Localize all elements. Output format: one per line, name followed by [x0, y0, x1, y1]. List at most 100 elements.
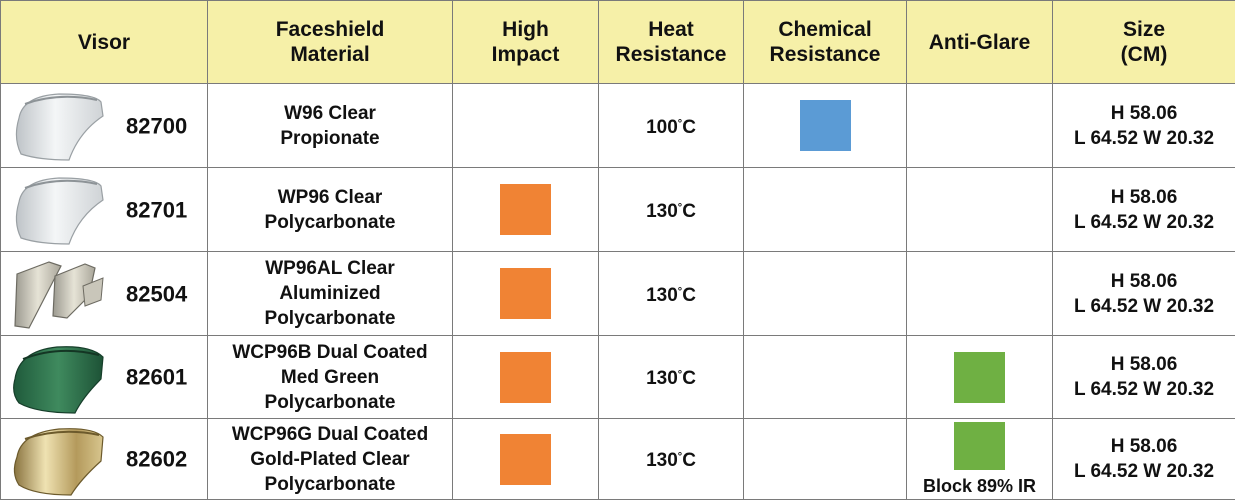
heat-value: 130: [646, 285, 678, 306]
chemical-cell: [744, 252, 907, 336]
material-line: Polycarbonate: [265, 474, 396, 495]
heat-unit: C: [682, 285, 696, 306]
heat-unit: C: [682, 450, 696, 471]
material-line: Polycarbonate: [265, 392, 396, 413]
visor-cell: 82700: [1, 84, 208, 168]
material-line: Med Green: [281, 367, 379, 388]
material-cell: W96 Clear Propionate: [208, 84, 453, 168]
header-visor-label: Visor: [78, 31, 130, 54]
high-impact-marker: [500, 352, 551, 403]
material-line: WCP96B Dual Coated: [232, 342, 427, 363]
heat-value: 130: [646, 368, 678, 389]
high-impact-marker: [500, 184, 551, 235]
anti-glare-note: Block 89% IR: [923, 476, 1036, 496]
anti-glare-cell: [907, 336, 1053, 419]
visor-cell: 82602: [1, 419, 208, 500]
anti-glare-marker: [954, 422, 1005, 470]
visor-cell: 82701: [1, 168, 208, 252]
heat-cell: 130°C: [599, 168, 744, 252]
high-impact-cell: [453, 336, 599, 419]
high-impact-cell: [453, 84, 599, 168]
chemical-cell: [744, 168, 907, 252]
header-antiglare: Anti-Glare: [907, 1, 1053, 84]
heat-unit: C: [682, 368, 696, 389]
aluminized-visor-image: [9, 256, 107, 332]
chemical-cell: [744, 336, 907, 419]
visor-cell: 82504: [1, 252, 208, 336]
high-impact-marker: [500, 434, 551, 485]
size-height: H 58.06: [1053, 352, 1235, 377]
visor-code: 82701: [126, 197, 187, 222]
high-impact-cell: [453, 419, 599, 500]
heat-value: 130: [646, 201, 678, 222]
visor-code: 82601: [126, 365, 187, 390]
size-height: H 58.06: [1053, 185, 1235, 210]
anti-glare-cell: [907, 168, 1053, 252]
material-cell: WCP96G Dual Coated Gold-Plated Clear Polyc…: [208, 419, 453, 500]
material-line: W96 Clear: [284, 103, 376, 124]
anti-glare-cell: [907, 252, 1053, 336]
material-line: Propionate: [280, 128, 379, 149]
header-size: Size(CM): [1053, 1, 1235, 84]
clear-visor-image: [9, 172, 107, 248]
clear-visor-image: [9, 88, 107, 164]
chemical-resistance-marker: [800, 100, 851, 151]
material-line: WCP96G Dual Coated: [232, 424, 428, 445]
visor-code: 82700: [126, 113, 187, 138]
heat-cell: 130°C: [599, 336, 744, 419]
size-length-width: L 64.52 W 20.32: [1053, 377, 1235, 402]
size-height: H 58.06: [1053, 101, 1235, 126]
heat-unit: C: [682, 117, 696, 138]
size-length-width: L 64.52 W 20.32: [1053, 459, 1235, 484]
size-length-width: L 64.52 W 20.32: [1053, 294, 1235, 319]
size-length-width: L 64.52 W 20.32: [1053, 210, 1235, 235]
material-line: WP96 Clear: [278, 187, 383, 208]
chemical-cell: [744, 419, 907, 500]
green-visor-image: [9, 339, 107, 415]
high-impact-marker: [500, 268, 551, 319]
high-impact-cell: [453, 168, 599, 252]
material-line: Gold-Plated Clear: [250, 449, 409, 470]
anti-glare-cell: [907, 84, 1053, 168]
heat-value: 100: [646, 117, 678, 138]
size-length-width: L 64.52 W 20.32: [1053, 126, 1235, 151]
table-row: 82601 WCP96B Dual Coated Med Green Polycarb…: [1, 336, 1235, 419]
visor-cell: 82601: [1, 336, 208, 419]
material-line: WP96AL Clear: [265, 258, 395, 279]
anti-glare-marker: [954, 352, 1005, 403]
visor-code: 82504: [126, 281, 187, 306]
header-visor: Visor: [1, 1, 208, 84]
anti-glare-cell: Block 89% IR: [907, 419, 1053, 500]
heat-cell: 130°C: [599, 252, 744, 336]
material-line: Aluminized: [279, 283, 380, 304]
gold-visor-image: [9, 421, 107, 497]
chemical-cell: [744, 84, 907, 168]
high-impact-cell: [453, 252, 599, 336]
header-size-label: Size(CM): [1121, 18, 1168, 66]
heat-cell: 100°C: [599, 84, 744, 168]
heat-value: 130: [646, 450, 678, 471]
size-height: H 58.06: [1053, 269, 1235, 294]
heat-cell: 130°C: [599, 419, 744, 500]
material-cell: WCP96B Dual Coated Med Green Polycarbonate: [208, 336, 453, 419]
table-row: 82602 WCP96G Dual Coated Gold-Plated Clear…: [1, 419, 1235, 500]
